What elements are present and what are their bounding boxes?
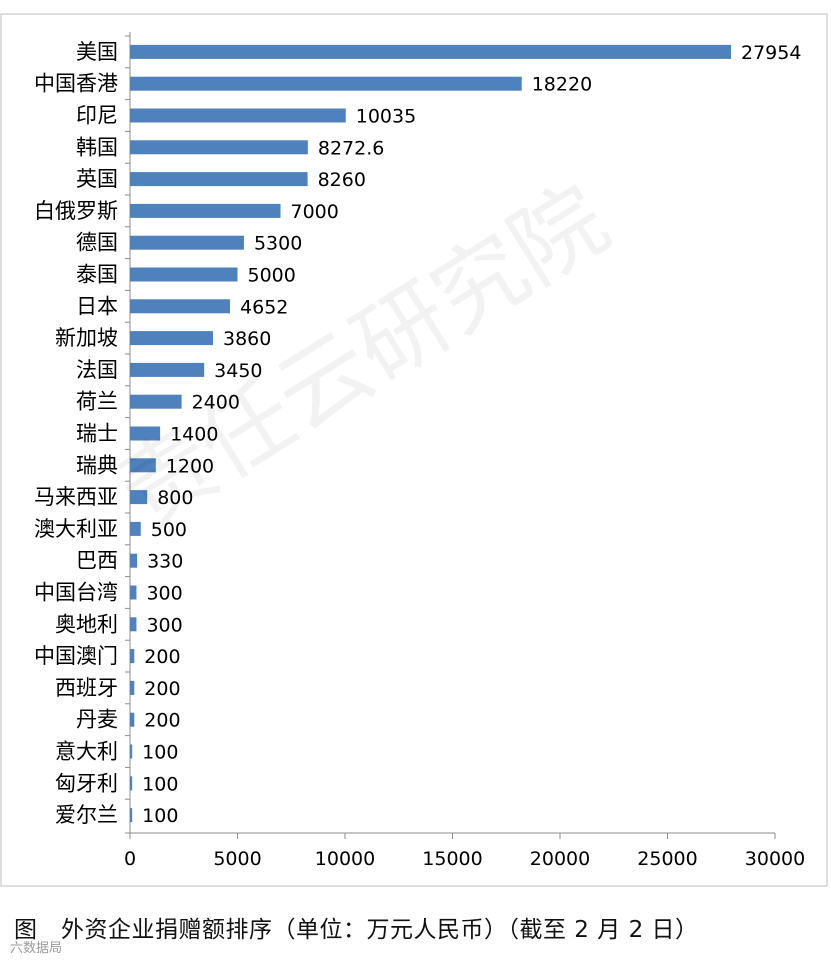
x-tick-label: 25000 bbox=[637, 848, 697, 870]
category-label: 意大利 bbox=[55, 740, 118, 764]
bar bbox=[130, 617, 137, 632]
category-label: 瑞士 bbox=[76, 422, 118, 446]
x-tick-label: 20000 bbox=[530, 848, 590, 870]
value-label: 200 bbox=[144, 678, 180, 700]
bar bbox=[130, 108, 346, 123]
bar bbox=[130, 712, 135, 727]
source-watermark: 六数据局 bbox=[10, 941, 63, 956]
category-label: 巴西 bbox=[76, 549, 118, 573]
x-tick-label: 10000 bbox=[315, 848, 375, 870]
value-label: 4652 bbox=[240, 296, 288, 318]
bar bbox=[130, 808, 133, 823]
bar bbox=[130, 426, 161, 441]
x-tick-label: 15000 bbox=[422, 848, 482, 870]
bar bbox=[130, 299, 231, 314]
bar bbox=[130, 140, 308, 155]
bar bbox=[130, 744, 133, 759]
category-label: 中国台湾 bbox=[34, 581, 118, 605]
bar bbox=[130, 172, 308, 187]
x-tick-label: 0 bbox=[124, 848, 136, 870]
value-label: 10035 bbox=[356, 106, 416, 128]
category-label: 白俄罗斯 bbox=[34, 199, 118, 223]
value-label: 8272.6 bbox=[318, 137, 384, 159]
bar bbox=[130, 394, 182, 409]
bar bbox=[130, 235, 244, 250]
bar bbox=[130, 458, 156, 473]
bar bbox=[130, 490, 148, 505]
value-label: 3450 bbox=[214, 360, 262, 382]
bar bbox=[130, 362, 205, 377]
category-label: 丹麦 bbox=[76, 708, 118, 732]
category-label: 法国 bbox=[76, 358, 118, 382]
category-label: 爱尔兰 bbox=[55, 803, 118, 827]
value-label: 5300 bbox=[254, 233, 302, 255]
bar bbox=[130, 649, 135, 664]
category-label: 中国香港 bbox=[34, 72, 118, 96]
value-label: 300 bbox=[146, 614, 182, 636]
category-label: 马来西亚 bbox=[34, 485, 118, 509]
category-label: 美国 bbox=[76, 40, 118, 64]
category-label: 瑞典 bbox=[76, 453, 118, 477]
value-label: 1400 bbox=[170, 424, 218, 446]
value-label: 800 bbox=[157, 487, 193, 509]
category-label: 韩国 bbox=[76, 135, 118, 159]
value-label: 300 bbox=[146, 583, 182, 605]
value-label: 200 bbox=[144, 646, 180, 668]
bar bbox=[130, 203, 281, 218]
bar bbox=[130, 521, 141, 536]
category-label: 奥地利 bbox=[55, 612, 118, 636]
figure-caption: 图 外资企业捐赠额排序（单位：万元人民币）（截至 2 月 2 日） bbox=[14, 917, 699, 943]
x-tick-label: 30000 bbox=[745, 848, 805, 870]
bar bbox=[130, 776, 133, 791]
value-label: 5000 bbox=[248, 265, 296, 287]
value-label: 100 bbox=[142, 805, 178, 827]
chart-border bbox=[0, 13, 828, 887]
value-label: 27954 bbox=[741, 42, 801, 64]
category-label: 中国澳门 bbox=[34, 644, 118, 668]
category-label: 新加坡 bbox=[55, 326, 118, 350]
value-label: 500 bbox=[151, 519, 187, 541]
bar bbox=[130, 76, 522, 91]
category-label: 西班牙 bbox=[55, 676, 118, 700]
value-label: 3860 bbox=[223, 328, 271, 350]
value-label: 330 bbox=[147, 551, 183, 573]
bar bbox=[130, 553, 138, 568]
bar bbox=[130, 585, 137, 600]
value-label: 200 bbox=[144, 710, 180, 732]
bar bbox=[130, 267, 238, 282]
category-label: 泰国 bbox=[76, 263, 118, 287]
category-label: 澳大利亚 bbox=[34, 517, 118, 541]
category-label: 印尼 bbox=[76, 104, 118, 128]
value-label: 7000 bbox=[291, 201, 339, 223]
bar bbox=[130, 331, 213, 346]
value-label: 100 bbox=[142, 742, 178, 764]
category-label: 德国 bbox=[76, 231, 118, 255]
x-tick-label: 5000 bbox=[213, 848, 261, 870]
bar bbox=[130, 44, 732, 59]
category-label: 日本 bbox=[76, 294, 118, 318]
value-label: 2400 bbox=[192, 392, 240, 414]
value-label: 18220 bbox=[532, 74, 592, 96]
value-label: 1200 bbox=[166, 455, 214, 477]
bar bbox=[130, 680, 135, 695]
category-label: 英国 bbox=[76, 167, 118, 191]
value-label: 100 bbox=[142, 773, 178, 795]
value-label: 8260 bbox=[318, 169, 366, 191]
category-label: 匈牙利 bbox=[55, 771, 118, 795]
category-label: 荷兰 bbox=[76, 390, 118, 414]
